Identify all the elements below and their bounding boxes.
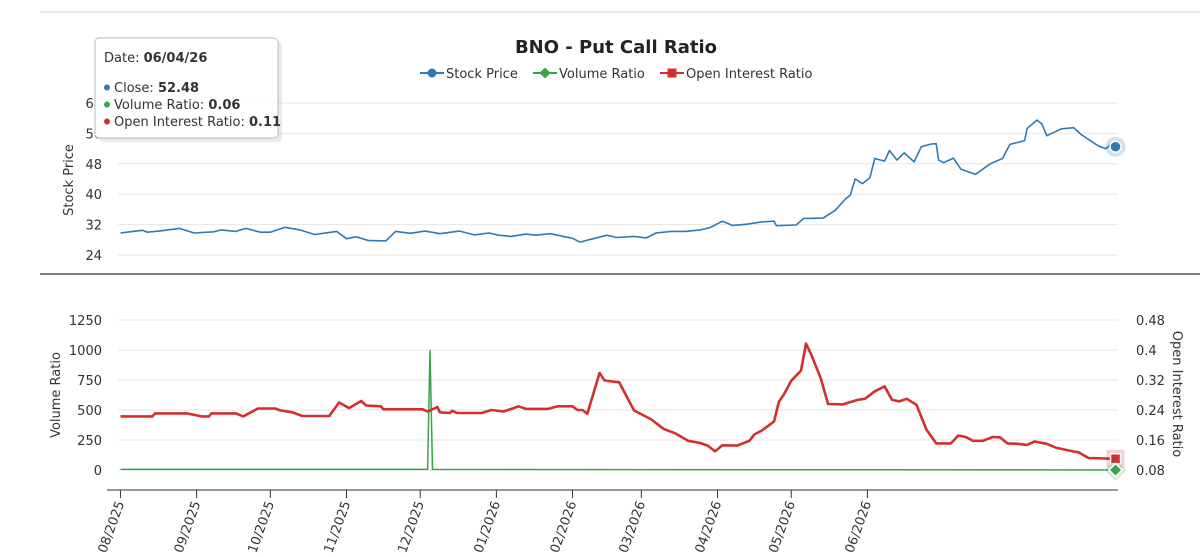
tooltip-date-label: Date: — [104, 51, 144, 66]
ratio-gridlines — [118, 319, 1118, 471]
tooltip-box — [94, 37, 279, 139]
tooltip-date-value: 06/04/26 — [144, 51, 208, 66]
volume-ratio-tick-label: 1000 — [69, 344, 102, 359]
volume-ratio-tick-label: 500 — [77, 404, 102, 419]
hover-tooltip: Date: 06/04/26 Close: 52.48 Volume Ratio: … — [94, 37, 282, 142]
chart-title: BNO - Put Call Ratio — [515, 37, 717, 58]
open-interest-tick-label: 0.48 — [1136, 314, 1165, 329]
date-tick-label: 11/2025 — [322, 499, 355, 555]
legend-item[interactable]: Volume Ratio — [533, 67, 645, 82]
tooltip-line: Volume Ratio: 0.06 — [114, 98, 240, 113]
price-tick-label: 48 — [85, 158, 102, 173]
volume-ratio-tick-label: 250 — [77, 434, 102, 449]
open-interest-tick-label: 0.4 — [1136, 344, 1157, 359]
tooltip-series-dot — [104, 118, 110, 125]
chart-legend: Stock Price Volume Ratio Open Interest Rat… — [420, 67, 813, 82]
volume-ratio-tick-label: 750 — [77, 374, 102, 389]
date-tick-label: 10/2025 — [246, 499, 279, 555]
volume-ratio-axis-ticks: 0 250 500 750 1000 1250 — [69, 314, 102, 479]
open-interest-ratio-line — [120, 342, 1116, 461]
price-tick-label: 40 — [85, 188, 102, 203]
tooltip-line-value: 52.48 — [158, 81, 199, 96]
legend-diamond-marker — [539, 67, 551, 79]
tooltip-series-dot — [104, 84, 110, 91]
tooltip-series-dot — [104, 101, 110, 108]
tooltip-date: Date: 06/04/26 — [104, 51, 207, 66]
legend-label: Stock Price — [446, 67, 518, 82]
volume-ratio-tick-label: 1250 — [69, 314, 102, 329]
volume-ratio-line — [120, 349, 1116, 471]
price-tick-label: 32 — [85, 219, 102, 234]
stock-price-hover-point — [1109, 140, 1122, 154]
legend-circle-marker — [427, 68, 437, 78]
open-interest-axis-title: Open Interest Ratio — [1169, 331, 1184, 458]
tooltip-line-value: 0.11 — [249, 115, 281, 130]
volume-ratio-hover-point — [1107, 462, 1124, 478]
date-tick-label: 12/2025 — [395, 499, 428, 555]
open-interest-tick-label: 0.16 — [1136, 434, 1165, 449]
date-tick-label: 08/2025 — [96, 499, 129, 555]
open-interest-tick-label: 0.08 — [1136, 464, 1165, 479]
date-tick-label: 05/2026 — [766, 499, 799, 555]
price-tick-label: 24 — [85, 249, 102, 264]
legend-label: Open Interest Ratio — [686, 67, 813, 82]
open-interest-tick-label: 0.32 — [1136, 374, 1165, 389]
tooltip-line-label: Volume Ratio: — [114, 98, 208, 113]
series-layer — [120, 119, 1127, 481]
tooltip-line-value: 0.06 — [208, 98, 240, 113]
tooltip-line: Close: 52.48 — [114, 81, 199, 96]
stock-price-line — [120, 119, 1116, 243]
open-interest-tick-label: 0.24 — [1136, 404, 1165, 419]
date-tick-label: 09/2025 — [172, 499, 205, 555]
legend-square-marker — [667, 68, 677, 78]
volume-ratio-axis-title: Volume Ratio — [49, 352, 64, 438]
legend-item[interactable]: Stock Price — [420, 67, 518, 82]
price-axis-title: Stock Price — [62, 144, 77, 216]
volume-ratio-tick-label: 0 — [94, 464, 102, 479]
date-tick-label: 02/2026 — [548, 499, 581, 555]
tooltip-line-label: Close: — [114, 81, 158, 96]
date-tick-label: 03/2026 — [617, 499, 650, 555]
price-gridlines — [118, 102, 1118, 256]
date-tick-label: 06/2026 — [843, 499, 876, 555]
date-tick-label: 04/2026 — [693, 499, 726, 555]
date-axis: 08/2025 09/2025 10/2025 11/2025 12/2025 01/20… — [96, 489, 1118, 555]
legend-item[interactable]: Open Interest Ratio — [660, 67, 813, 82]
tooltip-line: Open Interest Ratio: 0.11 — [114, 115, 281, 130]
legend-label: Volume Ratio — [559, 67, 645, 82]
date-tick-label: 01/2026 — [472, 499, 505, 555]
open-interest-axis-ticks: 0.08 0.16 0.24 0.32 0.4 0.48 — [1136, 314, 1165, 479]
tooltip-line-label: Open Interest Ratio: — [114, 115, 249, 130]
